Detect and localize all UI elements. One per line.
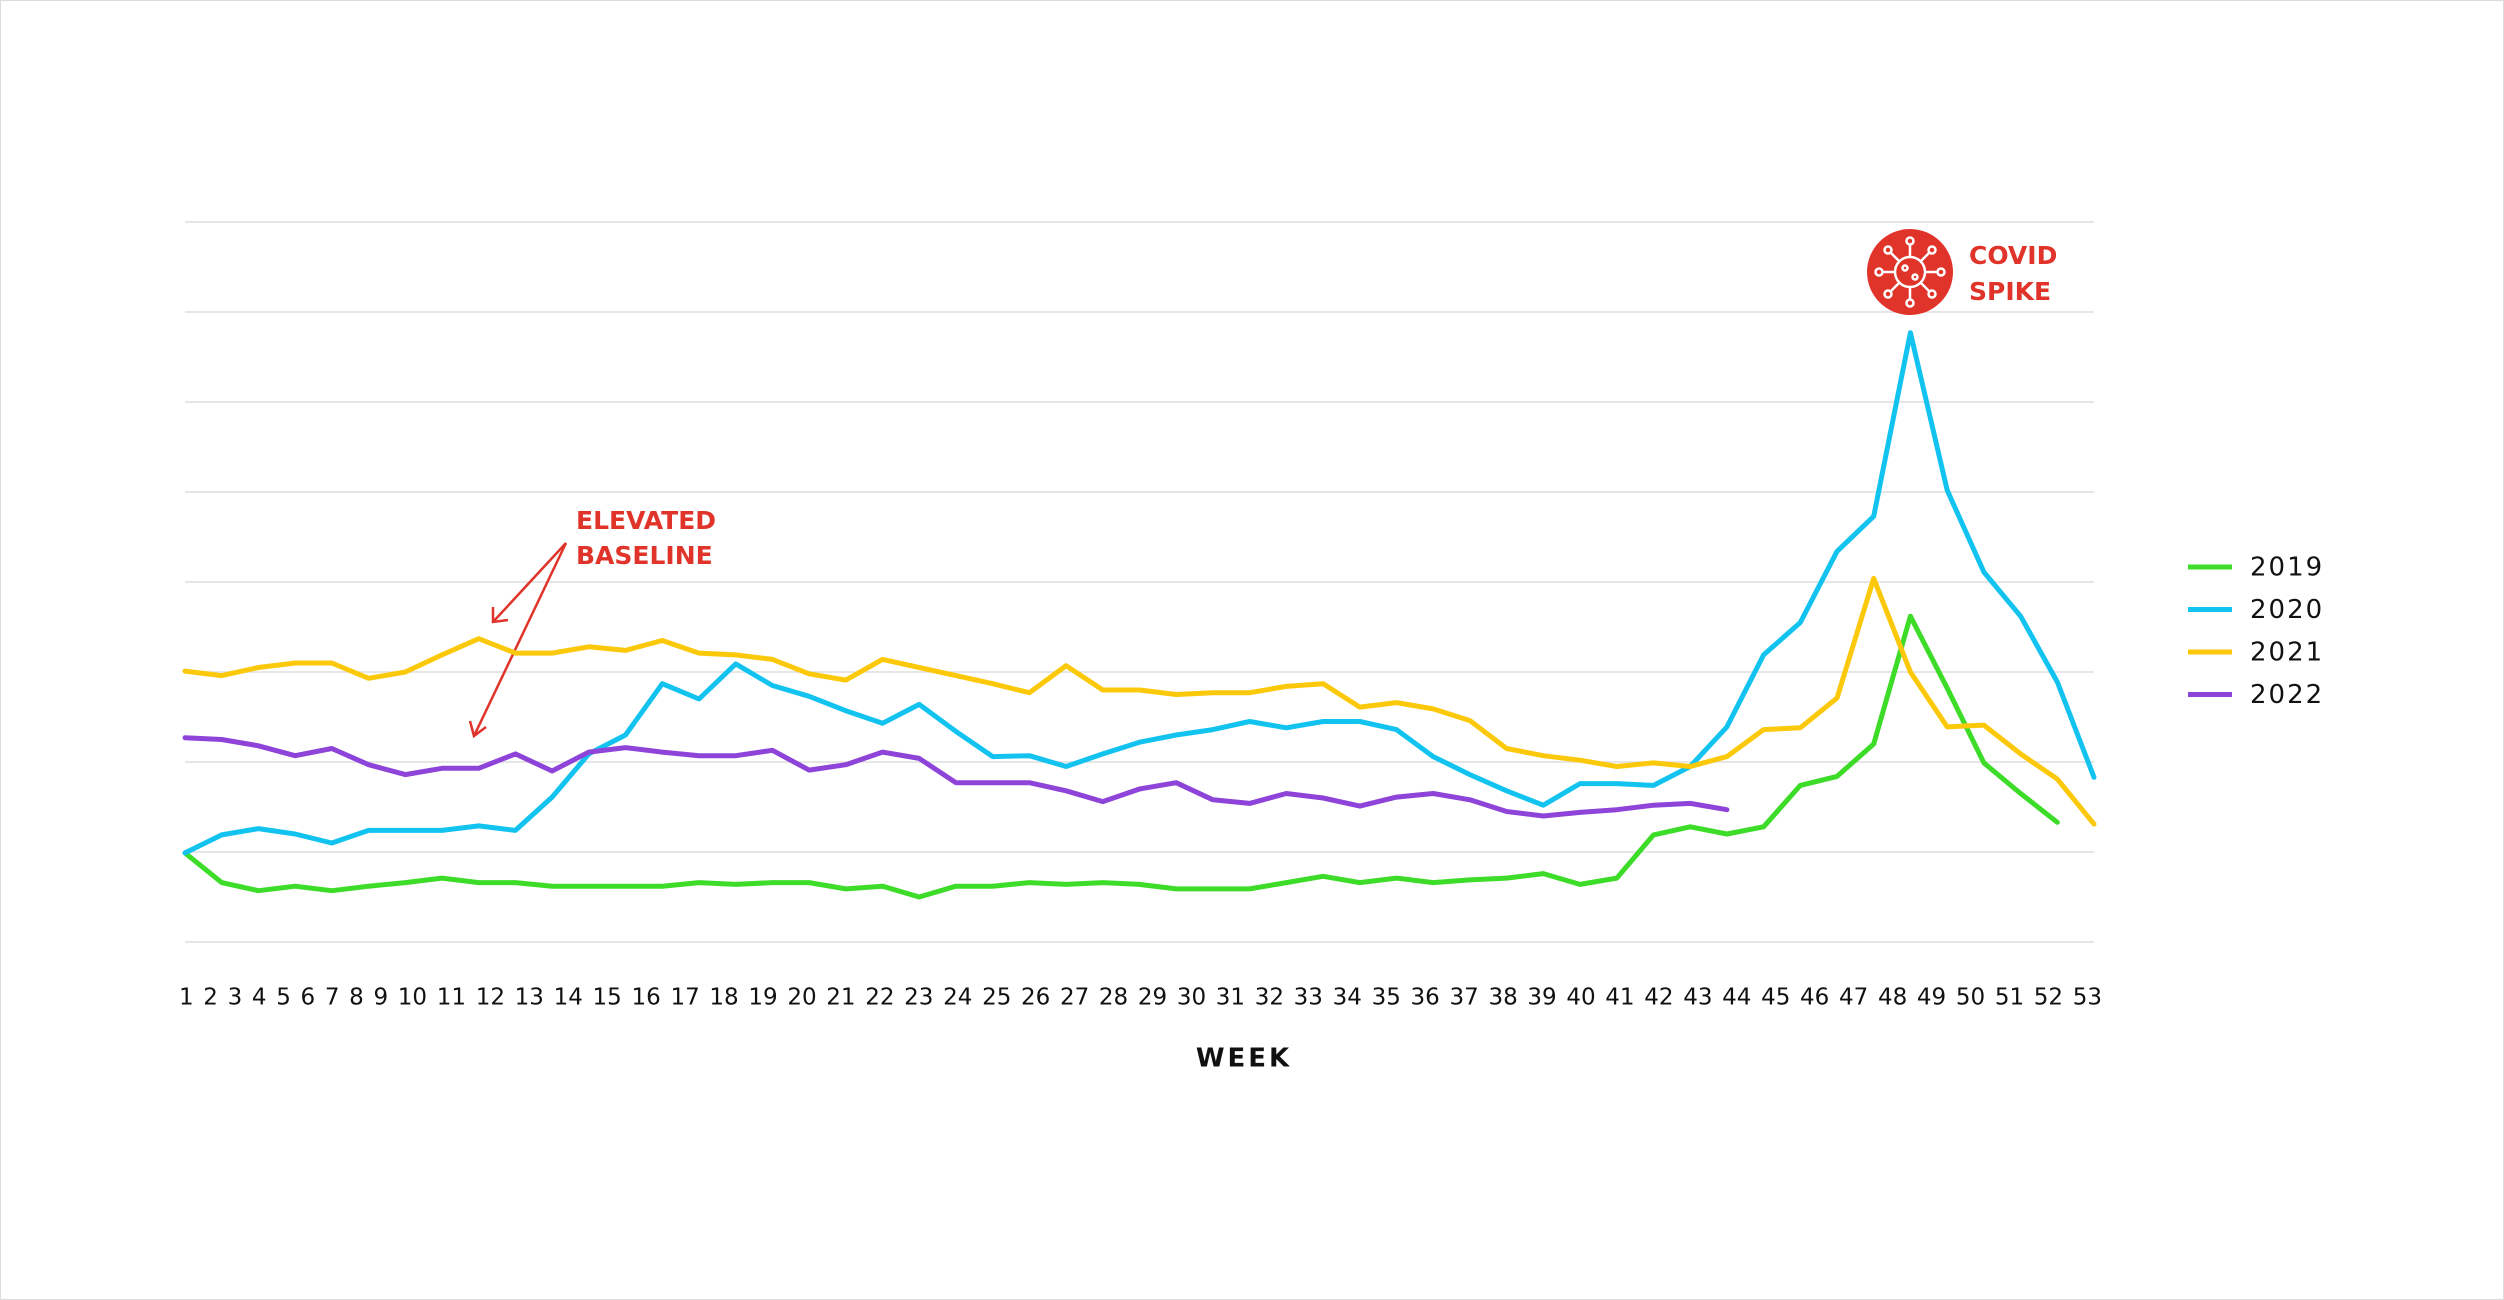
x-tick-label: 33 <box>1294 985 1323 1011</box>
x-tick-label: 15 <box>593 985 622 1011</box>
x-tick-label: 28 <box>1099 985 1128 1011</box>
x-axis-label: WEEK <box>1196 1044 1292 1074</box>
legend-label: 2019 <box>2250 553 2324 583</box>
series-line <box>182 613 2060 900</box>
series-line <box>182 330 2097 856</box>
x-tick-label: 29 <box>1138 985 1167 1011</box>
x-tick-label: 48 <box>1878 985 1907 1011</box>
x-tick-label: 16 <box>632 985 661 1011</box>
x-tick-label: 18 <box>709 985 738 1011</box>
x-tick-label: 49 <box>1917 985 1946 1011</box>
x-tick-label: 40 <box>1566 985 1595 1011</box>
x-tick-label: 3 <box>228 985 243 1011</box>
x-tick-label: 34 <box>1333 985 1362 1011</box>
x-tick-label: 37 <box>1449 985 1478 1011</box>
annotation: SPIKE <box>1969 277 2051 306</box>
x-tick-label: 36 <box>1411 985 1440 1011</box>
legend-label: 2021 <box>2250 638 2324 668</box>
x-tick-label: 9 <box>373 985 388 1011</box>
x-tick-label: 4 <box>252 985 267 1011</box>
x-tick-label: 8 <box>349 985 364 1011</box>
x-tick-label: 47 <box>1839 985 1868 1011</box>
x-tick-label: 42 <box>1644 985 1673 1011</box>
x-tick-label: 21 <box>826 985 855 1011</box>
x-tick-label: 7 <box>325 985 340 1011</box>
x-tick-label: 5 <box>276 985 291 1011</box>
x-tick-label: 46 <box>1800 985 1829 1011</box>
x-tick-label: 30 <box>1177 985 1206 1011</box>
x-tick-label: 24 <box>943 985 972 1011</box>
x-tick-label: 11 <box>437 985 466 1011</box>
x-tick-label: 45 <box>1761 985 1790 1011</box>
x-tick-label: 52 <box>2034 985 2063 1011</box>
x-tick-label: 26 <box>1021 985 1050 1011</box>
x-tick-label: 19 <box>748 985 777 1011</box>
x-tick-label: 39 <box>1527 985 1556 1011</box>
x-tick-label: 20 <box>787 985 816 1011</box>
x-tick-label: 22 <box>865 985 894 1011</box>
legend-label: 2022 <box>2250 680 2324 710</box>
x-tick-label: 41 <box>1605 985 1634 1011</box>
x-tick-label: 53 <box>2073 985 2102 1011</box>
x-tick-label: 44 <box>1722 985 1751 1011</box>
annotation-arrows <box>468 542 568 739</box>
x-tick-label: 13 <box>515 985 544 1011</box>
x-tick-label: 12 <box>476 985 505 1011</box>
x-tick-label: 25 <box>982 985 1011 1011</box>
x-tick-label: 31 <box>1216 985 1245 1011</box>
x-tick-label: 10 <box>398 985 427 1011</box>
x-tick-label: 32 <box>1255 985 1284 1011</box>
x-tick-label: 17 <box>670 985 699 1011</box>
series-line <box>182 575 2097 827</box>
x-tick-label: 51 <box>1995 985 2024 1011</box>
annotation: COVID <box>1969 241 2057 270</box>
annotation: ELEVATED <box>576 506 716 535</box>
x-tick-label: 27 <box>1060 985 1089 1011</box>
x-tick-label: 23 <box>904 985 933 1011</box>
x-tick-label: 35 <box>1372 985 1401 1011</box>
x-tick-label: 38 <box>1488 985 1517 1011</box>
x-tick-label: 2 <box>203 985 218 1011</box>
covid-icon <box>1867 229 1953 315</box>
x-tick-label: 1 <box>179 985 194 1011</box>
legend-label: 2020 <box>2250 595 2324 625</box>
series-line <box>182 735 1730 819</box>
x-tick-label: 43 <box>1683 985 1712 1011</box>
x-tick-label: 6 <box>301 985 316 1011</box>
x-tick-label: 14 <box>554 985 583 1011</box>
annotation: BASELINE <box>576 541 713 570</box>
x-tick-label: 50 <box>1956 985 1985 1011</box>
